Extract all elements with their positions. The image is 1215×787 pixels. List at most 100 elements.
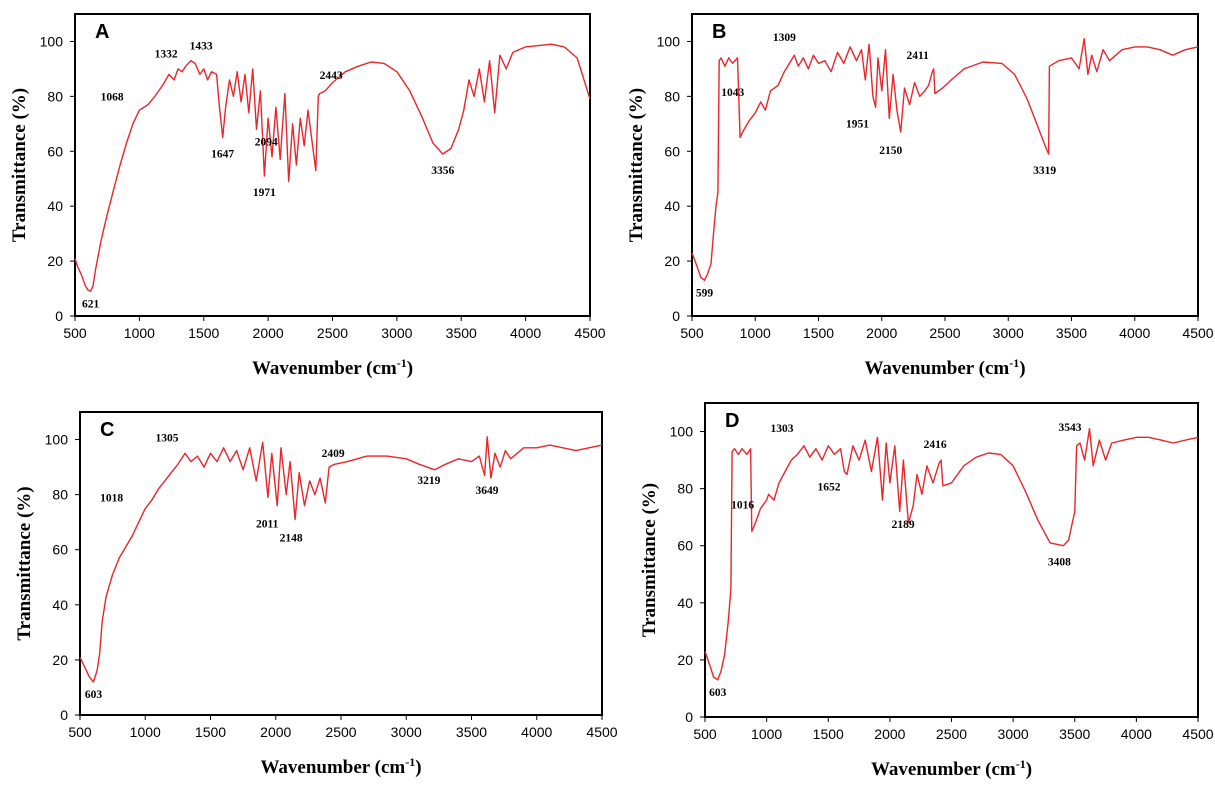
x-tick-label: 2500 [929, 325, 960, 341]
x-tick-label: 2500 [936, 726, 967, 742]
panel-letter: C [100, 419, 114, 441]
x-tick-label: 3000 [391, 724, 422, 740]
x-tick-label: 1000 [751, 726, 782, 742]
panel-letter: D [725, 410, 739, 432]
x-tick-label: 4000 [521, 724, 552, 740]
peak-label: 3408 [1048, 557, 1071, 569]
peak-label: 1303 [770, 423, 793, 435]
peak-label: 3219 [417, 475, 440, 487]
peak-label: 3319 [1033, 165, 1056, 177]
peak-label: 1971 [253, 187, 276, 199]
peak-label: 2189 [892, 519, 915, 531]
peak-label: 2409 [322, 448, 345, 460]
x-tick-label: 4500 [1182, 325, 1213, 341]
chart-panel-c: 500 1000 1500 2000 2500 3000 3500 4000 4500 0 20 40… [14, 411, 618, 778]
y-tick-label: 40 [52, 597, 68, 613]
x-tick-label: 3000 [381, 325, 412, 341]
peak-label: 599 [696, 287, 714, 299]
x-tick-label: 2000 [866, 325, 897, 341]
chart-panel-b: 500 1000 1500 2000 2500 3000 3500 4000 4500 0 20 40… [626, 13, 1214, 379]
y-tick-label: 80 [677, 481, 693, 497]
x-tick-label: 4000 [1119, 325, 1150, 341]
x-axis-title: Wavenumber (cm-1) [260, 755, 421, 778]
x-tick-label: 4500 [1182, 726, 1213, 742]
y-axis-title: Transmittance (%) [639, 483, 660, 637]
chart-panel-d: 500 1000 1500 2000 2500 3000 3500 4000 4500 0 20 40… [639, 402, 1214, 780]
peak-label: 1016 [731, 499, 754, 511]
x-axis-title: Wavenumber (cm-1) [871, 757, 1032, 780]
peak-label: 603 [85, 689, 103, 701]
x-tick-label: 500 [693, 726, 717, 742]
y-tick-label: 80 [47, 88, 63, 104]
x-tick-label: 3000 [993, 325, 1024, 341]
y-tick-label: 60 [47, 143, 63, 159]
x-tick-label: 500 [68, 724, 92, 740]
y-tick-label: 20 [52, 652, 68, 668]
peak-label: 1332 [155, 49, 178, 61]
x-axis-title: Wavenumber (cm-1) [252, 356, 413, 379]
peak-label: 2443 [320, 70, 343, 82]
peak-label: 3356 [431, 165, 454, 177]
peak-label: 1305 [156, 432, 179, 444]
y-tick-label: 100 [45, 432, 69, 448]
peak-label: 1647 [211, 149, 234, 161]
x-tick-label: 2000 [260, 724, 291, 740]
peak-label: 2094 [255, 137, 278, 149]
x-tick-label: 2000 [253, 325, 284, 341]
x-tick-label: 4500 [574, 325, 605, 341]
y-tick-label: 100 [670, 424, 694, 440]
y-tick-label: 20 [677, 652, 693, 668]
x-tick-label: 1500 [803, 325, 834, 341]
y-tick-label: 80 [664, 88, 680, 104]
y-tick-label: 0 [60, 707, 68, 723]
peak-label: 3543 [1059, 422, 1082, 434]
x-tick-label: 3500 [446, 325, 477, 341]
x-tick-label: 4000 [1121, 726, 1152, 742]
x-tick-label: 3000 [998, 726, 1029, 742]
y-tick-label: 100 [657, 33, 681, 49]
y-tick-label: 20 [47, 253, 63, 269]
y-axis-title: Transmittance (%) [626, 88, 647, 242]
panel-letter: A [95, 21, 109, 43]
x-tick-label: 3500 [1059, 726, 1090, 742]
peak-label: 2148 [280, 532, 303, 544]
spectrum-line [691, 38, 1199, 281]
y-tick-label: 60 [677, 538, 693, 554]
x-tick-label: 1500 [813, 726, 844, 742]
peak-label: 2411 [907, 50, 930, 62]
x-tick-label: 1500 [195, 724, 226, 740]
peak-label: 3649 [475, 485, 498, 497]
x-tick-label: 3500 [1056, 325, 1087, 341]
peak-label: 1068 [101, 92, 124, 104]
y-tick-label: 0 [55, 308, 63, 324]
y-tick-label: 40 [47, 198, 63, 214]
panel-letter: B [712, 21, 726, 43]
y-tick-label: 40 [677, 595, 693, 611]
plot-frame [691, 13, 1199, 317]
peak-label: 603 [709, 687, 727, 699]
x-axis-title: Wavenumber (cm-1) [864, 356, 1025, 379]
x-tick-label: 4500 [586, 724, 617, 740]
x-tick-label: 500 [680, 325, 704, 341]
x-tick-label: 1500 [188, 325, 219, 341]
y-tick-label: 20 [664, 253, 680, 269]
y-axis-title: Transmittance (%) [9, 88, 30, 242]
y-tick-label: 40 [664, 198, 680, 214]
chart-panel-a: 500 1000 1500 2000 2500 3000 3500 4000 4500 0 20 40… [9, 13, 606, 379]
x-tick-label: 2500 [325, 724, 356, 740]
peak-label: 621 [82, 298, 100, 310]
y-tick-label: 0 [672, 308, 680, 324]
peak-label: 2011 [256, 519, 279, 531]
y-axis-title: Transmittance (%) [14, 486, 35, 640]
x-tick-label: 1000 [124, 325, 155, 341]
peak-label: 1433 [190, 40, 213, 52]
plot-frame [704, 402, 1199, 718]
y-tick-label: 60 [52, 542, 68, 558]
spectrum-line [704, 428, 1199, 681]
y-tick-label: 100 [40, 33, 64, 49]
x-tick-label: 2500 [317, 325, 348, 341]
peak-label: 2150 [879, 145, 902, 157]
plot-frame [74, 13, 591, 317]
y-tick-label: 60 [664, 143, 680, 159]
